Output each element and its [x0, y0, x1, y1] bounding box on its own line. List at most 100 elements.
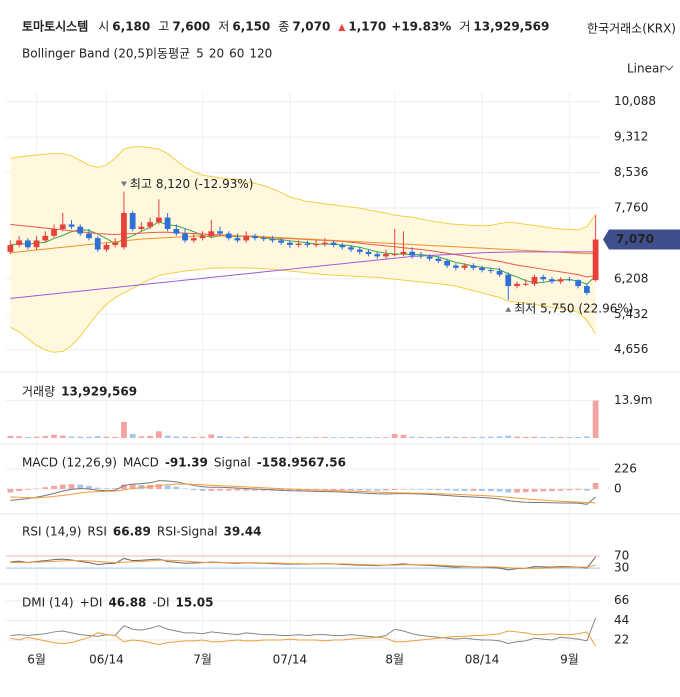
panel-label: 13,929,569: [61, 385, 137, 399]
y-tick-label: 70: [614, 549, 629, 563]
candle-body: [339, 244, 346, 248]
volume-bar: [182, 436, 188, 438]
histogram-bar: [549, 488, 555, 492]
candle-body: [514, 283, 520, 287]
candle-body: [531, 276, 538, 284]
histogram-bar: [77, 484, 84, 489]
histogram-bar: [479, 488, 485, 491]
volume-bar: [112, 436, 119, 438]
volume-bar: [514, 436, 520, 438]
volume-bar: [444, 436, 451, 438]
panel-label: RSI: [87, 525, 107, 539]
volume-bar: [505, 435, 512, 438]
volume-bar: [304, 437, 311, 438]
candle-body: [269, 239, 276, 241]
candle-body: [190, 238, 197, 241]
x-tick-label: 08/14: [465, 653, 500, 667]
header-text: 6,180: [112, 20, 150, 34]
y-tick-label: 4,656: [614, 342, 648, 356]
histogram-bar: [444, 488, 451, 491]
histogram-bar: [24, 488, 31, 490]
candle-body: [461, 265, 468, 268]
candle-body: [77, 226, 84, 234]
candle-body: [426, 256, 433, 259]
candle-body: [16, 240, 22, 245]
x-tick-label: 06/14: [89, 653, 124, 667]
indicator-line: [10, 630, 597, 647]
volume-bar: [77, 436, 84, 438]
price-tag-label: 7,070: [616, 232, 654, 246]
y-tick-label: 66: [614, 593, 629, 607]
histogram-bar: [531, 488, 538, 492]
panel-label: RSI (14,9): [22, 525, 81, 539]
volume-bar: [68, 436, 75, 438]
histogram-bar: [252, 488, 258, 491]
histogram-bar: [418, 488, 424, 490]
volume-bar: [584, 436, 590, 438]
scale-button[interactable]: Linear: [627, 62, 664, 76]
histogram-bar: [234, 488, 241, 491]
header-text: 저: [218, 20, 229, 34]
volume-bar: [330, 437, 337, 438]
indicator-line: [10, 480, 596, 505]
histogram-bar: [514, 488, 520, 493]
histogram-bar: [400, 488, 407, 490]
marker: [505, 306, 512, 312]
histogram-bar: [59, 484, 66, 489]
panel-label: DMI (14): [22, 596, 74, 610]
header-text: 13,929,569: [473, 20, 549, 34]
volume-bar: [400, 434, 407, 438]
candle-body: [199, 235, 206, 239]
y-tick-label: 13.9m: [614, 393, 652, 407]
candle-body: [470, 265, 477, 268]
histogram-bar: [365, 488, 372, 491]
candle-body: [383, 254, 389, 257]
volume-bar: [566, 437, 573, 438]
volume-bar: [269, 437, 276, 438]
volume-bar: [234, 436, 241, 438]
volume-bar: [24, 436, 31, 438]
candle-body: [444, 260, 451, 266]
candle-body: [487, 270, 494, 272]
volume-bar: [260, 437, 267, 438]
volume-bar: [295, 437, 302, 438]
candle-body: [252, 235, 258, 239]
y-tick-label: 10,088: [614, 94, 656, 108]
volume-bar: [155, 431, 162, 438]
volume-bar: [365, 437, 372, 438]
header-text: 고: [158, 20, 169, 34]
histogram-bar: [112, 488, 119, 489]
histogram-bar: [42, 487, 49, 489]
candle-body: [42, 235, 49, 241]
histogram-bar: [470, 488, 477, 491]
histogram-bar: [138, 485, 145, 489]
histogram-bar: [190, 488, 197, 490]
candle-body: [112, 242, 119, 245]
volume-bar: [208, 434, 215, 438]
y-tick-label: 226: [614, 462, 637, 476]
volume-bar: [356, 437, 363, 438]
histogram-bar: [7, 488, 14, 493]
candle-body: [234, 238, 241, 241]
candle-body: [575, 280, 582, 287]
panel-label: -158.9567.56: [257, 456, 346, 470]
header-text: 6,150: [232, 20, 270, 34]
volume-bar: [391, 433, 398, 438]
panel-label: -91.39: [165, 456, 208, 470]
price-tag: [603, 229, 680, 250]
header-text: 종: [278, 20, 289, 34]
histogram-bar: [321, 488, 328, 491]
candle-body: [7, 244, 14, 252]
volume-bar: [121, 421, 127, 438]
volume-bar: [7, 435, 14, 438]
legend-entry: 5: [196, 47, 204, 61]
histogram-bar: [383, 488, 389, 491]
candle-body: [278, 240, 285, 243]
panel-label: MACD (12,26,9): [22, 456, 117, 470]
chevron[interactable]: [664, 65, 674, 71]
volume-bar: [557, 436, 564, 438]
y-tick-label: 6,208: [614, 271, 648, 285]
candle-body: [94, 238, 101, 250]
